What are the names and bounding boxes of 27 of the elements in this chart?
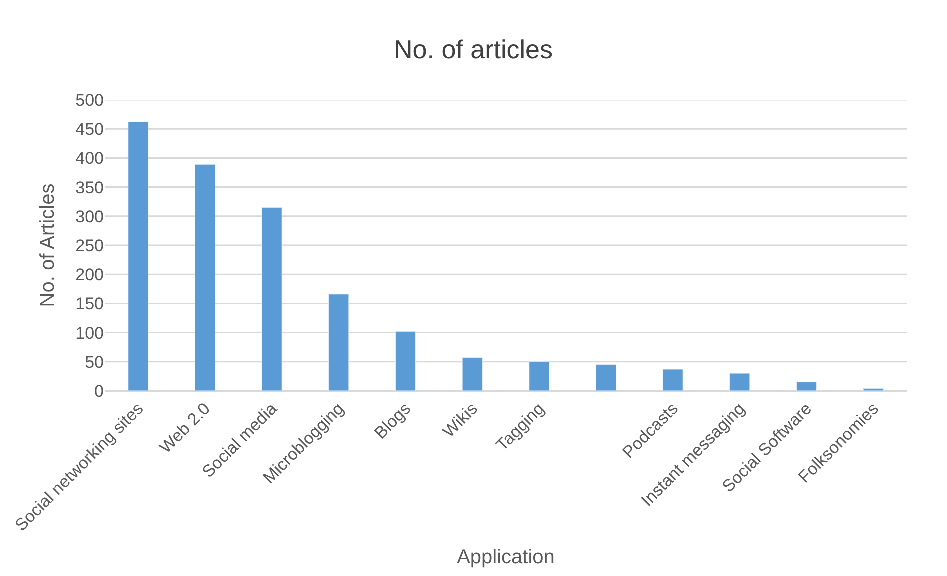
y-tick-label: 300 bbox=[76, 207, 104, 226]
bar bbox=[863, 388, 884, 391]
x-tick-label: Web 2.0 bbox=[156, 399, 214, 458]
y-tick-label: 450 bbox=[76, 120, 104, 140]
bar bbox=[328, 294, 350, 391]
y-tick-label: 350 bbox=[76, 178, 104, 198]
bar bbox=[529, 362, 550, 391]
bar bbox=[730, 373, 750, 391]
y-tick-label: 250 bbox=[76, 236, 104, 256]
bar bbox=[462, 358, 483, 391]
bar bbox=[796, 382, 818, 391]
y-tick-label: 50 bbox=[85, 352, 104, 372]
y-tick-label: 400 bbox=[76, 149, 104, 168]
bar bbox=[596, 364, 617, 391]
y-tick-label: 500 bbox=[76, 90, 104, 110]
y-tick-label: 200 bbox=[76, 266, 104, 285]
bar bbox=[395, 331, 416, 391]
bar bbox=[194, 164, 216, 391]
bar bbox=[128, 122, 149, 391]
y-tick-label: 150 bbox=[76, 294, 104, 314]
y-tick-label: 0 bbox=[94, 382, 104, 401]
x-axis-title: Application bbox=[457, 546, 555, 569]
y-axis-title: No. of Articles bbox=[37, 184, 60, 308]
chart-title: No. of articles bbox=[394, 34, 553, 65]
bar bbox=[262, 207, 282, 391]
y-tick-label: 100 bbox=[76, 324, 104, 343]
bar bbox=[662, 369, 684, 391]
